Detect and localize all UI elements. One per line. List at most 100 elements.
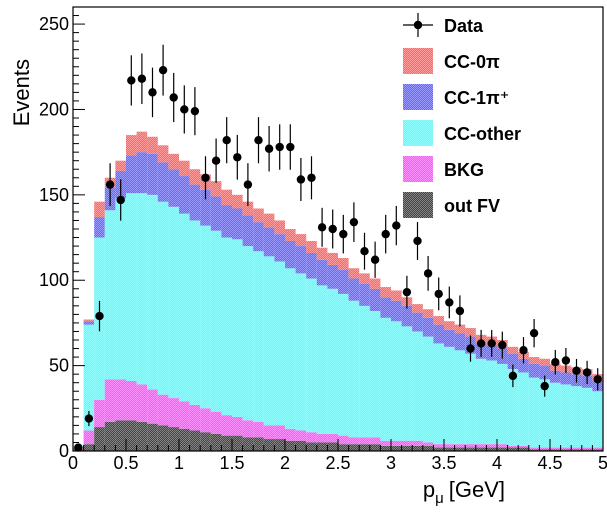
bar-texture [157, 394, 169, 426]
bar-texture [316, 433, 328, 443]
data-point [275, 142, 284, 152]
bar-texture [475, 444, 487, 448]
bar-texture [327, 442, 338, 451]
bar-texture [274, 220, 285, 235]
data-point [551, 358, 560, 367]
data-point [84, 414, 94, 423]
bar-texture [539, 449, 550, 451]
data-point [190, 106, 200, 116]
data-point [137, 74, 147, 83]
bar-texture [518, 372, 529, 446]
bar-texture [253, 251, 264, 422]
bar-texture [380, 440, 391, 446]
bar-texture [168, 153, 179, 170]
bar-texture [348, 268, 360, 279]
bar-texture [285, 268, 296, 429]
bar-texture [497, 447, 508, 451]
bar-texture [147, 153, 158, 195]
bar-texture [306, 278, 317, 433]
data-point [211, 156, 221, 165]
data-point [180, 105, 189, 114]
x-tick-label: 2 [280, 453, 290, 473]
bar-texture [316, 442, 328, 451]
data-point [243, 180, 253, 189]
data-point [127, 76, 136, 85]
bar-texture [253, 437, 264, 451]
bar-texture [380, 445, 391, 451]
bar-texture [422, 336, 434, 443]
x-tick-label: 4.5 [537, 453, 562, 473]
bar-texture [369, 310, 381, 438]
y-tick-label: 150 [39, 185, 69, 205]
data-point [339, 229, 348, 239]
bar-texture [83, 321, 95, 325]
bar-texture [571, 449, 582, 451]
legend: Data CC-0π CC-1π⁺ CC-other BKG out FV [403, 13, 521, 218]
bar-texture [465, 328, 476, 337]
bar-texture [221, 189, 232, 206]
bar-texture [210, 230, 222, 412]
bar-texture [210, 411, 222, 434]
bar-texture [263, 439, 275, 451]
bar-texture [465, 353, 476, 445]
bar-texture [316, 259, 328, 286]
bar-texture [465, 444, 476, 448]
legend-swatch-texture [403, 156, 433, 182]
data-point [445, 298, 454, 307]
bar-texture [348, 437, 360, 445]
bar-texture [189, 184, 201, 221]
legend-swatch-texture [403, 120, 433, 146]
bar-texture [232, 194, 243, 209]
bar-texture [539, 447, 550, 450]
bar-texture [380, 317, 391, 441]
bar-texture [136, 384, 148, 422]
data-point [529, 328, 539, 338]
bar-texture [189, 220, 201, 405]
bar-texture [359, 305, 370, 438]
bar-texture [295, 440, 307, 451]
x-tick-label: 1 [174, 453, 184, 473]
bar-texture [285, 428, 296, 441]
bar-texture [168, 398, 179, 428]
data-point [476, 339, 486, 348]
bar-texture [327, 288, 338, 434]
bar-texture [528, 449, 540, 451]
data-point [593, 375, 602, 384]
bar-texture [295, 430, 307, 441]
bar-texture [115, 379, 126, 421]
bar-texture [412, 440, 423, 446]
y-tick-label: 250 [39, 14, 69, 34]
x-axis: 0 0.5 1 1.5 2 2.5 3 3.5 4 4.5 5 [68, 439, 607, 473]
bar-texture [221, 237, 232, 416]
bar-texture [338, 435, 349, 445]
bar-texture [412, 445, 423, 451]
bar-texture [581, 447, 593, 450]
bar-texture [348, 278, 360, 301]
bar-texture [444, 321, 455, 330]
data-point [402, 287, 412, 297]
bar-texture [179, 428, 190, 451]
bar-texture [285, 440, 296, 451]
bar-texture [263, 227, 275, 257]
bar-texture [359, 437, 370, 445]
bar-texture [147, 423, 158, 451]
bar-texture [486, 360, 497, 445]
bar-texture [571, 386, 582, 448]
legend-label: CC-1π⁺ [444, 88, 509, 108]
bar-texture [401, 440, 413, 446]
x-axis-title-symbol: p [423, 477, 435, 502]
data-point [561, 356, 571, 365]
bar-texture [285, 229, 296, 241]
bar-texture [232, 239, 243, 417]
data-point [540, 381, 549, 391]
bar-texture [157, 145, 169, 163]
bar-texture [200, 408, 211, 433]
bar-texture [147, 194, 158, 390]
bar-texture [433, 447, 444, 451]
bar-texture [232, 416, 243, 436]
bar-texture [497, 444, 508, 448]
x-tick-label: 4 [492, 453, 502, 473]
x-axis-title-subscript: μ [435, 490, 444, 507]
bar-texture [94, 427, 105, 451]
